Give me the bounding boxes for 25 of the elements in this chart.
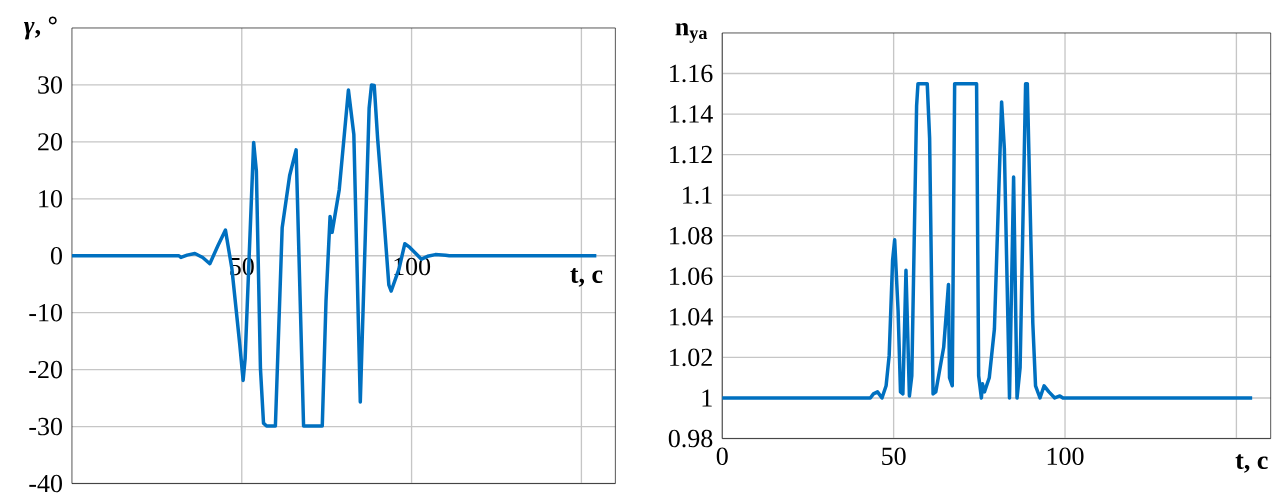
line-series (720, 81, 1254, 400)
y-tick-label: -10 (29, 303, 62, 322)
y-tick-label: 1 (702, 389, 712, 407)
y-tick-label: -20 (29, 360, 62, 379)
x-tick-label: 100 (1047, 447, 1084, 466)
y-tick-label: 1.12 (670, 145, 712, 164)
x-tick-label: 0 (716, 447, 728, 466)
y-tick-label: 10 (39, 190, 62, 208)
y-tick-label: -40 (29, 474, 62, 493)
y-tick-label: 1.08 (670, 226, 713, 245)
y-tick-label: 0.98 (668, 429, 713, 448)
y-tick-label: 30 (38, 76, 62, 94)
y-tick-label: 1.04 (670, 308, 713, 326)
y-tick-label: 1.06 (670, 267, 713, 286)
y-axis-title: γ, ° (23, 16, 57, 40)
y-tick-label: 1.16 (670, 64, 713, 83)
x-axis-title: t, c (1235, 454, 1268, 473)
y-tick-label: 20 (38, 133, 62, 151)
y-axis-title: n$_{ya}$ (675, 23, 708, 43)
y-tick-label: -30 (29, 417, 62, 436)
x-axis-title: t, c (570, 268, 603, 287)
y-tick-label: 1.14 (670, 105, 713, 123)
y-tick-label: 1.02 (670, 348, 712, 367)
y-tick-label: 1.1 (683, 186, 712, 204)
x-tick-label: 50 (882, 447, 906, 466)
